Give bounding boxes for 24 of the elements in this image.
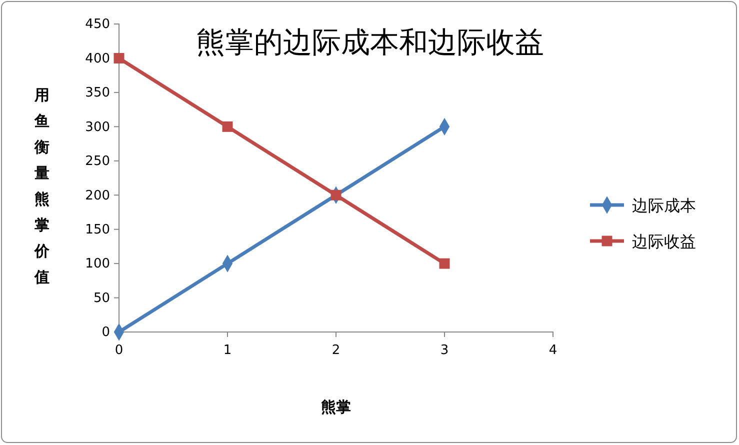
chart-title: 熊掌的边际成本和边际收益 bbox=[196, 25, 544, 59]
y-tick-label: 100 bbox=[85, 256, 110, 272]
x-tick-label: 0 bbox=[114, 343, 124, 358]
y-tick-label: 150 bbox=[85, 222, 110, 238]
point bbox=[114, 52, 124, 64]
y-axis-title: 用鱼衡量熊掌价值 bbox=[34, 86, 50, 286]
x-tick-label: 2 bbox=[332, 343, 340, 358]
x-axis-title: 熊掌 bbox=[321, 398, 351, 416]
x-tick-label: 1 bbox=[223, 343, 232, 358]
point bbox=[439, 258, 450, 269]
point bbox=[222, 121, 233, 132]
y-tick-label: 450 bbox=[85, 17, 110, 32]
legend-label: 边际收益 bbox=[632, 232, 696, 251]
y-tick-label: 0 bbox=[102, 325, 110, 340]
y-tick-label: 50 bbox=[93, 290, 110, 306]
y-tick-label: 300 bbox=[85, 120, 110, 135]
y-tick-label: 400 bbox=[85, 51, 110, 66]
y-tick-label: 250 bbox=[85, 154, 110, 170]
point bbox=[330, 190, 342, 200]
y-tick-label: 200 bbox=[85, 188, 110, 204]
x-tick-label: 3 bbox=[440, 343, 449, 358]
x-tick-label: 4 bbox=[548, 343, 558, 358]
y-tick-label: 350 bbox=[85, 86, 110, 101]
legend-label: 边际成本 bbox=[632, 196, 696, 215]
